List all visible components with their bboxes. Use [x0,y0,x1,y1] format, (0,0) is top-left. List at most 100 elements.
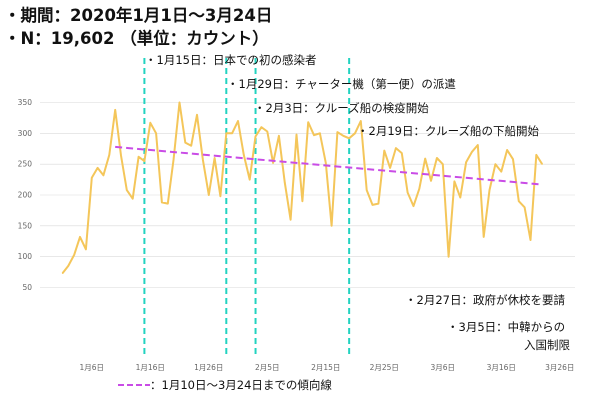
annotation-label: ・3月5日：中韓からの [447,320,565,334]
data-point [477,144,479,146]
data-point [260,126,262,128]
data-point [389,167,391,169]
data-point [453,180,456,183]
header-period: ・期間：2020年1月1日～3月24日 [4,6,273,25]
data-point [114,109,116,111]
data-point [155,132,157,134]
y-tick-label: 100 [18,252,33,261]
data-point [67,265,69,267]
data-point [512,158,514,160]
data-point [196,114,198,116]
event-label: ・2月3日：クルーズ船の検疫開始 [254,101,429,115]
data-point [430,180,432,182]
data-point [348,137,350,139]
data-point [85,248,87,250]
data-point [465,161,467,163]
header-count: ・N：19,602 （単位：カウント） [4,29,269,48]
annotation-label: 入国制限 [524,338,570,352]
data-point [237,120,239,122]
data-point [278,135,280,137]
data-point [202,159,204,161]
data-point [284,182,286,184]
y-tick-label: 50 [22,283,32,292]
x-tick-label: 1月26日 [194,363,223,372]
data-point [225,132,227,134]
data-point [471,151,473,153]
legend-label: ：1月10日～3月24日までの傾向線 [150,378,332,392]
x-tick-label: 3月6日 [430,363,455,372]
data-point [424,158,426,160]
data-point [488,189,491,191]
data-point [126,189,128,191]
data-point [219,195,222,197]
x-tick-label: 2月25日 [370,363,399,372]
data-point [436,157,438,159]
data-point [360,120,362,122]
data-point [167,203,169,205]
y-tick-label: 200 [18,191,33,200]
data-point [149,122,151,124]
data-point [108,154,110,156]
data-point [208,194,210,196]
y-tick-label: 150 [18,221,33,230]
data-point [325,162,327,164]
data-point [412,205,415,207]
data-point [535,154,537,156]
data-point [243,154,245,156]
data-point [249,178,251,181]
data-point [266,130,268,133]
y-tick-label: 300 [18,129,33,138]
data-point [354,132,356,134]
data-point [407,191,409,194]
data-point [383,150,385,152]
data-point [190,145,192,147]
data-point [401,152,403,154]
data-point [254,135,257,138]
data-point [73,254,75,256]
data-point [524,206,526,208]
event-label: ・1月15日：日本での初の感染者 [145,53,316,67]
data-point [132,198,134,200]
data-point [102,174,105,176]
data-point [331,225,333,227]
data-point [61,272,64,274]
data-point [143,160,145,162]
data-point [442,163,444,165]
data-point [459,196,461,199]
data-point [272,162,274,164]
data-point [395,147,397,149]
data-point [137,156,140,158]
data-point [366,189,368,191]
x-tick-label: 3月26日 [545,363,574,372]
data-point [307,121,309,123]
event-label: ・1月29日：チャーター機（第一便）の派遣 [227,77,456,91]
y-tick-label: 350 [18,98,33,107]
data-point [184,141,186,144]
data-point [173,158,175,160]
data-point [178,101,181,104]
data-point [301,200,303,202]
annotation-label: ・2月27日：政府が休校を要請 [405,293,565,307]
data-point [448,256,450,258]
y-tick-label: 250 [18,160,33,169]
data-point [290,219,292,221]
data-point [342,135,344,137]
x-tick-label: 1月16日 [136,363,165,372]
data-point [214,157,216,159]
data-point [377,203,379,205]
data-point [506,149,508,151]
data-point [371,204,374,206]
data-point [483,236,485,238]
data-point [541,163,543,165]
data-point [91,177,93,179]
x-tick-label: 3月16日 [487,363,516,372]
data-point [494,163,496,165]
data-point [97,167,99,169]
data-point [231,132,233,134]
data-point [161,201,163,203]
x-tick-label: 1月6日 [79,363,104,372]
x-tick-label: 2月15日 [311,363,340,372]
data-point [319,132,321,134]
event-label: ・2月19日：クルーズ船の下船開始 [357,124,540,138]
